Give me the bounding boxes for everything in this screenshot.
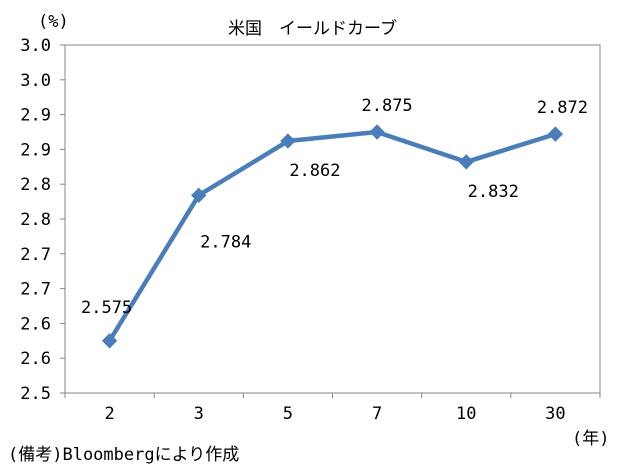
- x-tick-label: 10: [456, 404, 476, 424]
- chart-title: 米国 イールドカーブ: [228, 19, 397, 39]
- y-tick-label: 2.9: [20, 106, 51, 126]
- series-line: [107, 129, 557, 342]
- x-tick-label: 2: [104, 404, 114, 424]
- data-point-marker: [101, 333, 118, 349]
- data-label: 2.832: [468, 182, 519, 202]
- y-tick-label: 2.5: [20, 384, 51, 404]
- y-axis-unit: (%): [38, 12, 69, 32]
- data-point-marker: [458, 154, 474, 170]
- x-tick-label: 3: [194, 404, 204, 424]
- x-tick-label: 5: [283, 404, 293, 424]
- y-tick-label: 2.6: [20, 349, 51, 369]
- y-tick-label: 2.7: [20, 245, 51, 265]
- y-tick-label: 2.6: [20, 314, 51, 334]
- data-point-marker: [547, 126, 564, 142]
- plot-frame: [64, 44, 601, 394]
- y-tick-label: 2.8: [20, 210, 51, 230]
- data-point-marker: [369, 124, 385, 140]
- y-tick-label: 2.9: [20, 140, 51, 160]
- x-tick-label: 7: [372, 404, 382, 424]
- data-label: 2.575: [81, 298, 132, 318]
- data-label: 2.872: [537, 98, 588, 118]
- source-note: (備考)Bloombergにより作成: [8, 445, 240, 465]
- y-tick-label: 3.0: [20, 36, 51, 56]
- data-point-marker: [191, 187, 207, 204]
- x-tick-label: 30: [545, 404, 565, 424]
- data-label: 2.862: [289, 161, 340, 181]
- y-tick-label: 2.8: [20, 175, 51, 195]
- data-point-marker: [280, 133, 296, 149]
- x-axis-unit: (年): [572, 429, 610, 449]
- data-label: 2.784: [200, 232, 251, 252]
- y-tick-label: 3.0: [20, 71, 51, 91]
- y-tick-label: 2.7: [20, 280, 51, 300]
- data-label: 2.875: [361, 96, 412, 116]
